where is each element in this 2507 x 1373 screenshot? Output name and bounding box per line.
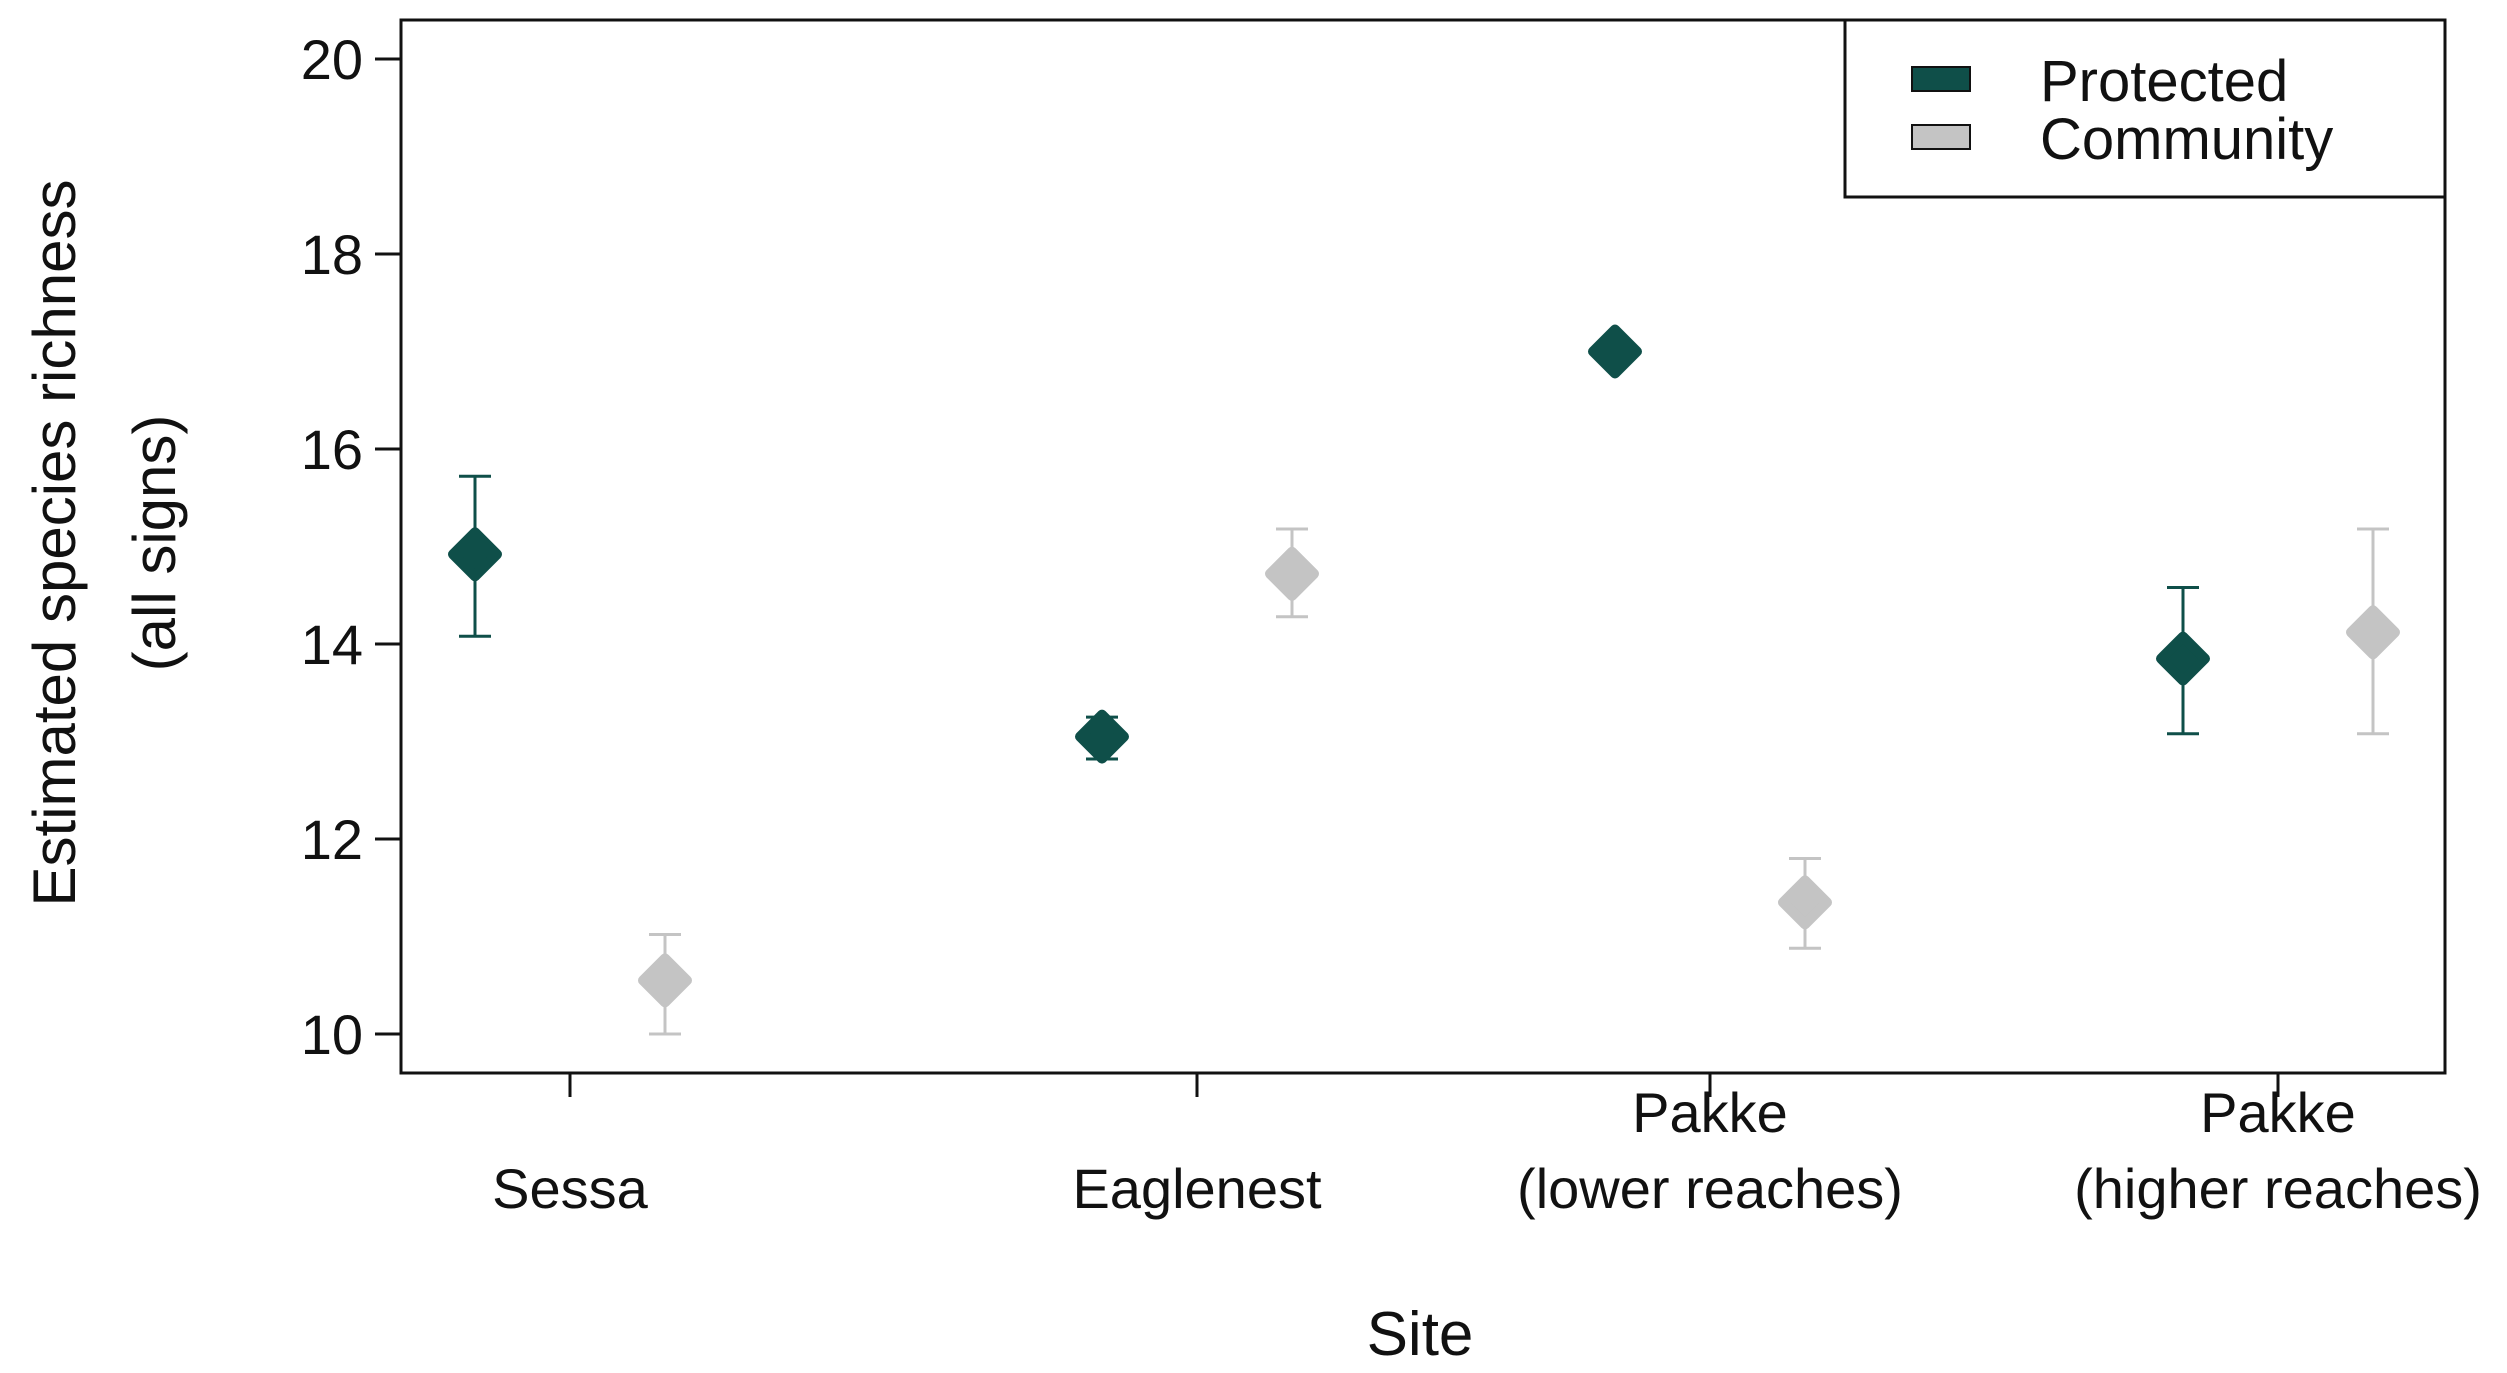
y-tick-label-16: 16 [301,418,363,481]
legend: Protected Community [1843,18,2447,199]
point-community-pakke-lower-reaches [1778,875,1832,930]
point-protected-pakke-lower-reaches [1588,324,1642,379]
x-tick-label-pakke-lower-reaches-line-1: Pakke [1632,1081,1788,1144]
legend-label-protected: Protected [2040,49,2288,114]
legend-swatch-protected [1911,66,1971,92]
legend-swatch-community [1911,124,1971,150]
point-protected-pakke-higher-reaches [2156,631,2210,686]
x-tick-label-eaglenest: Eaglenest [1072,1157,1322,1220]
y-tick-label-14: 14 [301,613,363,676]
legend-box [1843,18,2447,199]
y-tick-label-10: 10 [301,1003,363,1066]
x-tick-label-pakke-higher-reaches-line-2: (higher reaches) [2074,1157,2482,1220]
legend-label-community: Community [2040,107,2333,172]
x-tick-label-pakke-lower-reaches-line-2: (lower reaches) [1517,1157,1903,1220]
x-tick-label-sessa: Sessa [492,1157,648,1220]
point-community-sessa [638,953,692,1008]
x-axis: Sessa Eaglenest Pakke (lower reaches) Pakke (… [492,1073,2482,1220]
point-community-pakke-higher-reaches [2346,605,2400,660]
plot-frame [399,18,2447,1075]
y-axis-title-line-1: Estimated species richness [21,180,88,907]
x-axis-title: Site [1367,1300,1474,1369]
y-tick-label-18: 18 [301,223,363,286]
point-protected-sessa [448,527,502,582]
point-protected-eaglenest [1075,709,1129,764]
point-community-eaglenest [1265,546,1319,601]
data-marks [448,324,2400,1036]
y-tick-label-12: 12 [301,808,363,871]
y-tick-label-20: 20 [301,28,363,91]
y-axis: 10 12 14 16 18 20 [301,28,401,1066]
x-tick-label-pakke-higher-reaches-line-1: Pakke [2200,1081,2356,1144]
y-axis-title-line-2: (all signs) [121,415,188,672]
